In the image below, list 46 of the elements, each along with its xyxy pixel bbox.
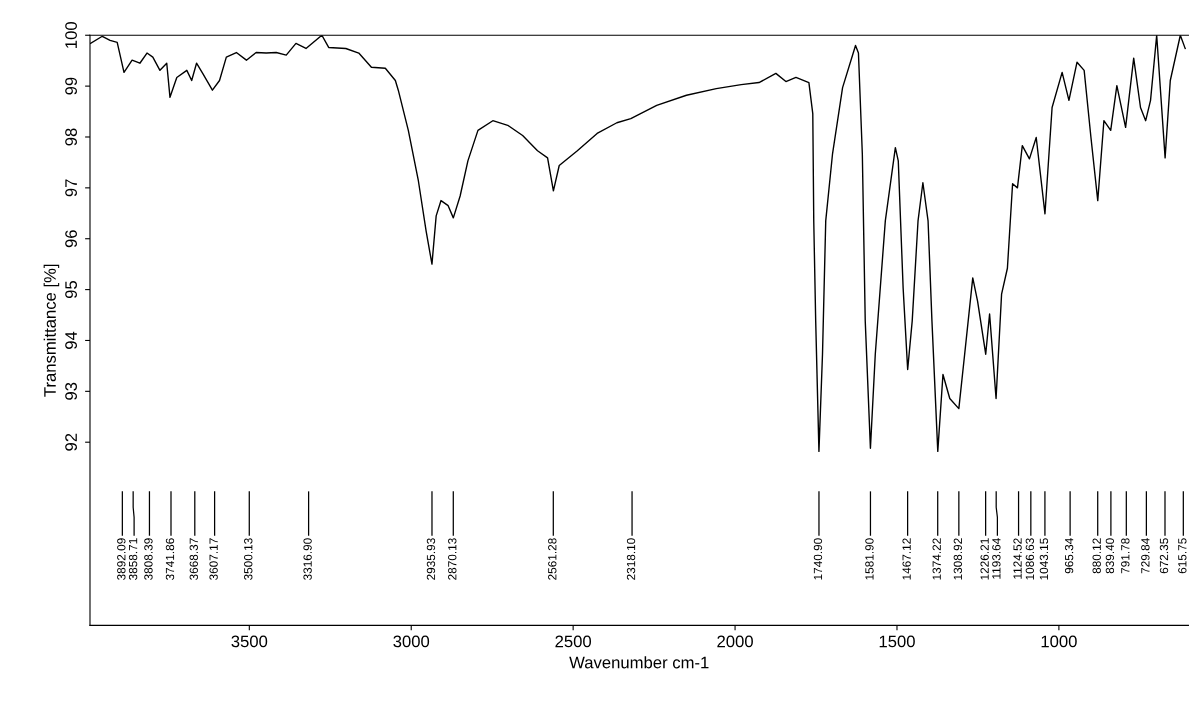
ref-line-label: 1124.52 [1013, 538, 1022, 579]
x-tick-label: 1500 [879, 635, 915, 648]
ref-line-label: 2935.93 [426, 538, 436, 580]
y-tick-label: 99 [65, 77, 77, 95]
ref-line-label: 1193.64 [992, 538, 1001, 579]
ref-line-label: 1043.15 [1039, 538, 1049, 580]
ref-line-label: 3668.37 [189, 538, 198, 580]
ref-line-label: 3858.71 [128, 538, 138, 580]
ref-line-label: 3892.09 [117, 538, 126, 580]
x-tick-label: 1000 [1041, 635, 1077, 648]
ref-line-label: 3316.90 [303, 538, 312, 580]
ref-line-label: 3607.17 [209, 538, 218, 580]
y-tick-label: 94 [65, 331, 77, 349]
x-tick-label: 3500 [231, 635, 268, 648]
ref-line-label: 3741.86 [165, 538, 175, 580]
y-tick-label: 98 [65, 128, 77, 146]
y-tick-label: 92 [65, 433, 77, 451]
x-axis-title: Wavenumber cm-1 [569, 656, 709, 669]
ref-line-label: 672.35 [1159, 538, 1169, 574]
y-axis-title: Transmittance [%] [43, 264, 60, 397]
ref-line-label: 965.34 [1064, 538, 1074, 574]
ref-line-label: 2318.10 [626, 538, 636, 580]
ref-line-label: 791.78 [1121, 538, 1130, 574]
x-tick-label: 3000 [393, 635, 430, 648]
ref-line-label: 839.40 [1105, 538, 1115, 574]
ref-line-label: 1374.22 [932, 538, 941, 580]
ref-line-label: 1308.92 [953, 538, 963, 580]
ref-line-label: 3500.13 [244, 538, 253, 580]
ref-line-label: 1086.63 [1025, 538, 1035, 580]
ref-line-label: 1467.12 [902, 538, 911, 580]
ref-line-label: 2561.28 [548, 538, 557, 580]
ref-line-label: 880.12 [1092, 538, 1101, 574]
x-tick-label: 2000 [717, 635, 753, 648]
ref-line-label: 1740.90 [813, 538, 823, 580]
y-tick-label: 93 [65, 382, 77, 400]
y-tick-label: 96 [65, 230, 77, 248]
x-tick-label: 2500 [555, 635, 592, 648]
ref-line-label: 729.84 [1141, 538, 1150, 574]
ref-line-label: 1581.90 [865, 538, 874, 580]
y-tick-label: 97 [65, 179, 77, 197]
ref-line-label: 1226.21 [980, 538, 989, 580]
ref-line-label: 3808.39 [144, 538, 153, 580]
ref-line-label: 615.75 [1178, 538, 1187, 574]
y-tick-label: 100 [65, 22, 77, 48]
ref-line-label: 2870.13 [448, 538, 457, 580]
y-tick-label: 95 [65, 281, 77, 299]
